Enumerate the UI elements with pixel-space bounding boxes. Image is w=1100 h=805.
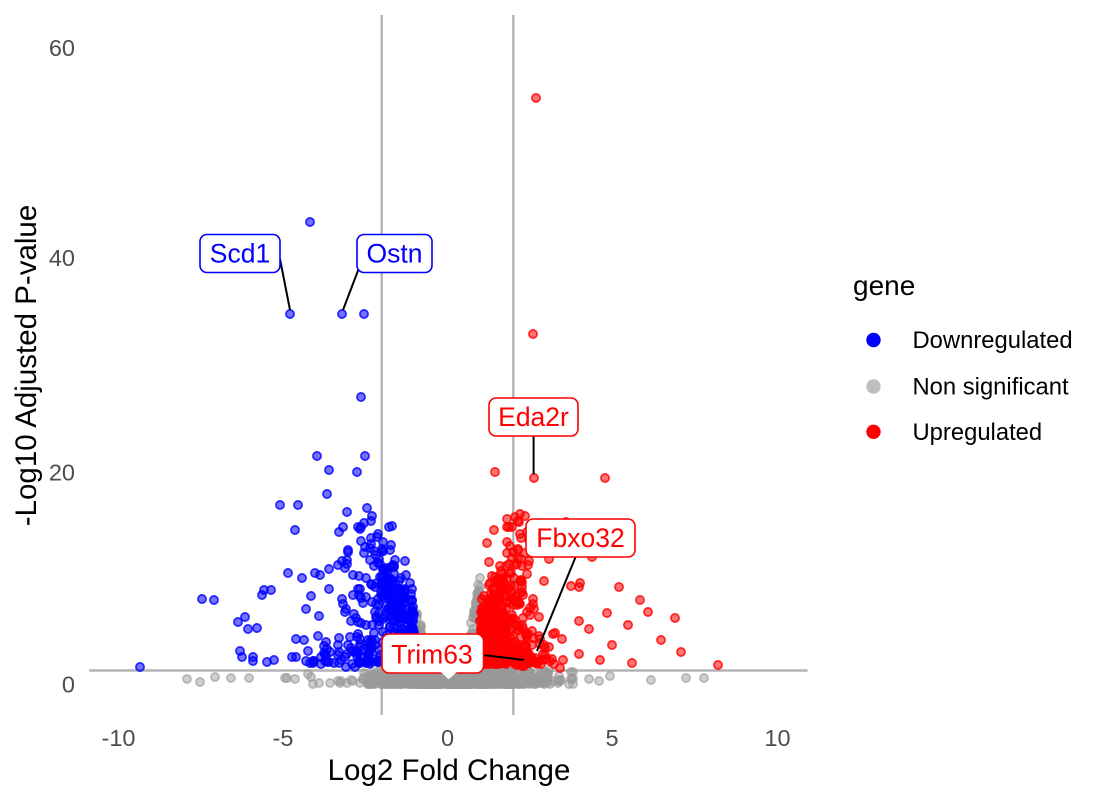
svg-text:Scd1: Scd1	[210, 239, 270, 269]
svg-text:-Log10 Adjusted P-value: -Log10 Adjusted P-value	[10, 205, 43, 526]
svg-text:0: 0	[441, 725, 454, 751]
svg-text:Ostn: Ostn	[367, 239, 423, 269]
svg-text:gene: gene	[853, 270, 915, 301]
svg-text:60: 60	[49, 35, 75, 61]
svg-text:Downregulated: Downregulated	[913, 327, 1073, 354]
svg-text:Upregulated: Upregulated	[913, 419, 1043, 446]
svg-text:5: 5	[605, 725, 618, 751]
svg-text:20: 20	[49, 459, 75, 485]
svg-text:0: 0	[62, 672, 75, 698]
svg-text:-5: -5	[273, 725, 294, 751]
svg-text:Non significant: Non significant	[913, 374, 1069, 401]
svg-text:Eda2r: Eda2r	[498, 402, 569, 432]
svg-text:10: 10	[764, 725, 790, 751]
svg-text:40: 40	[49, 245, 75, 271]
svg-text:-10: -10	[102, 725, 136, 751]
svg-text:Trim63: Trim63	[391, 640, 472, 670]
svg-text:Fbxo32: Fbxo32	[536, 523, 624, 553]
svg-text:Log2 Fold Change: Log2 Fold Change	[328, 754, 571, 787]
